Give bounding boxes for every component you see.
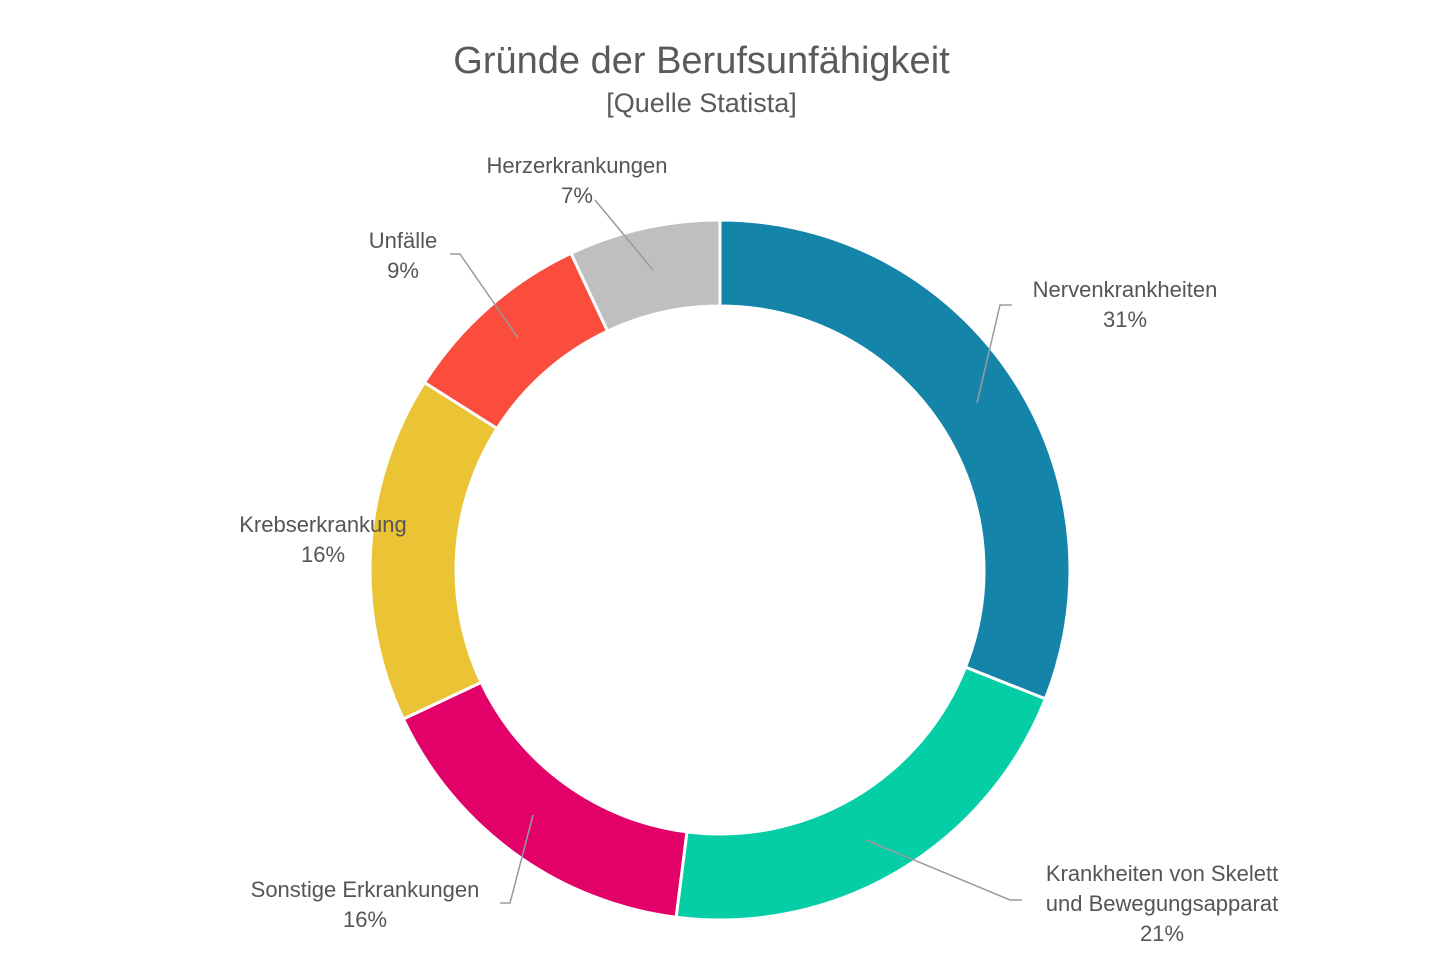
slice-krankheiten-von-skelett-und-bewegungsapparat bbox=[674, 665, 1048, 922]
slice-label: Nervenkrankheiten 31% bbox=[1033, 277, 1218, 332]
slice-herzerkrankungen bbox=[568, 218, 722, 334]
leader-line bbox=[500, 814, 534, 904]
slice-label: Herzerkrankungen 7% bbox=[487, 153, 668, 208]
slice-krebserkrankung bbox=[368, 380, 500, 722]
leader-line bbox=[594, 199, 654, 271]
slice-label: Sonstige Erkrankungen 16% bbox=[251, 877, 480, 932]
leader-line bbox=[450, 253, 519, 339]
leader-line bbox=[976, 304, 1012, 404]
slice-label: Krebserkrankung 16% bbox=[239, 512, 407, 567]
chart-subtitle: [Quelle Statista] bbox=[606, 88, 797, 118]
slice-label: Krankheiten von Skelett und Bewegungsappa… bbox=[1046, 861, 1278, 946]
leader-line bbox=[865, 839, 1022, 901]
slice-nervenkrankheiten bbox=[718, 218, 1072, 701]
slice-label: Unfälle 9% bbox=[369, 228, 437, 283]
chart-title: Gründe der Berufsunfähigkeit bbox=[453, 40, 950, 82]
